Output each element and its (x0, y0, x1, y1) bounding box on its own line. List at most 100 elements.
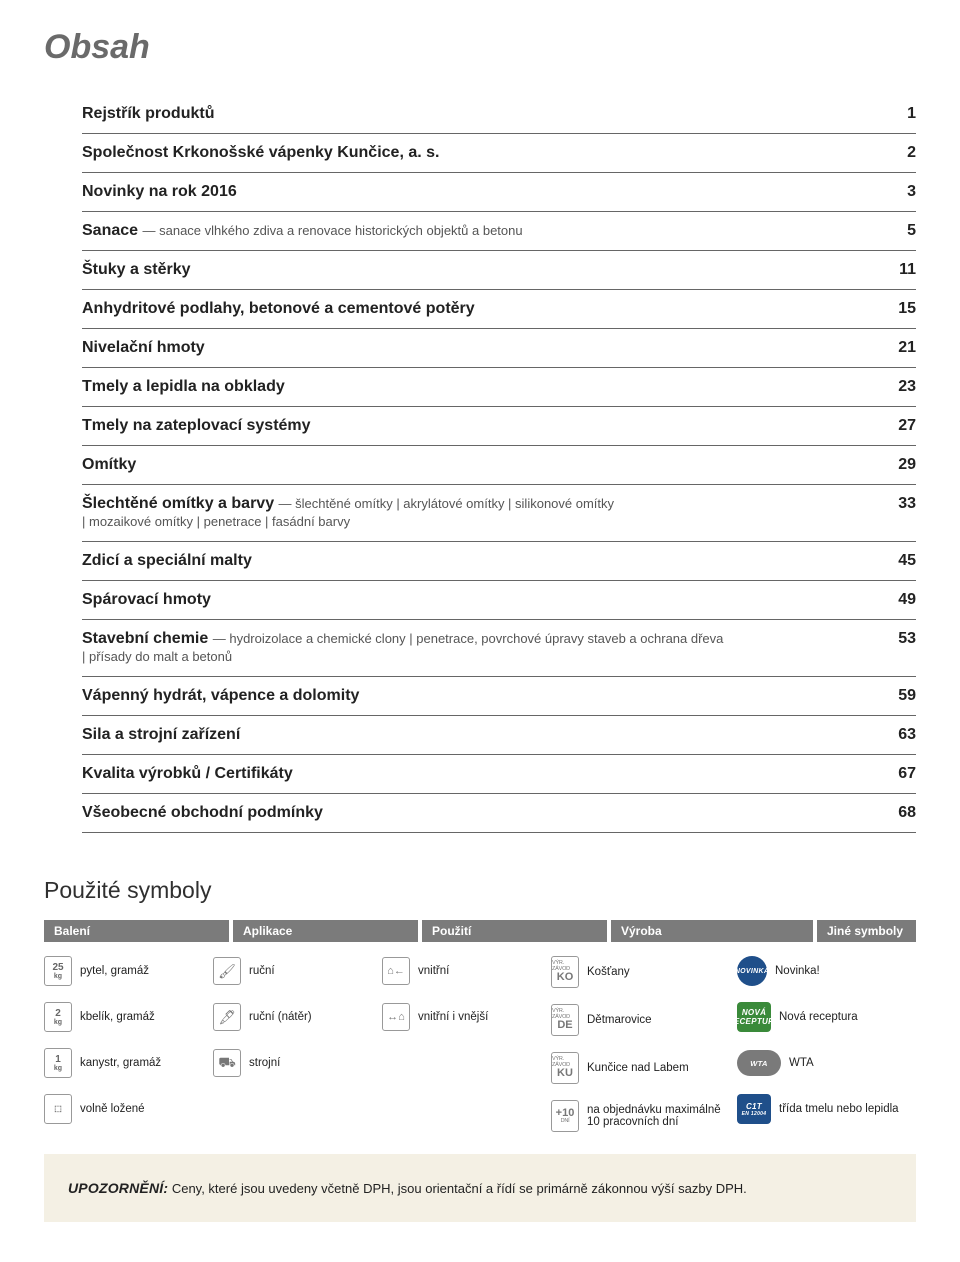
toc-row[interactable]: Kvalita výrobků / Certifikáty67 (82, 755, 916, 794)
toc-page: 3 (887, 183, 916, 201)
toc-row[interactable]: Nivelační hmoty 21 (82, 329, 916, 368)
factory-icon: VÝR. ZÁVODKO (551, 956, 579, 988)
application-icon: 🖌 (213, 957, 241, 985)
sym-head-vyroba: Výroba (611, 920, 813, 942)
toc-page: 29 (878, 456, 916, 474)
sym-cell: 1kg kanystr, gramáž (44, 1048, 209, 1078)
weight-icon: 2kg (44, 1002, 72, 1032)
toc-row[interactable]: Tmely a lepidla na obklady23 (82, 368, 916, 407)
sym-cell: 2kg kbelík, gramáž (44, 1002, 209, 1032)
toc-page: 1 (887, 105, 916, 123)
toc-row[interactable]: Sila a strojní zařízení 63 (82, 716, 916, 755)
weight-icon: ⬚ (44, 1094, 72, 1124)
toc-row[interactable]: Stavební chemie — hydroizolace a chemick… (82, 620, 916, 677)
symbols-heading: Použité symboly (44, 877, 916, 904)
toc-row[interactable]: Šlechtěné omítky a barvy — šlechtěné omí… (82, 485, 916, 542)
toc-page: 49 (878, 591, 916, 609)
toc-label: Zdicí a speciální malty (82, 552, 252, 569)
sym-label: pytel, gramáž (80, 965, 149, 977)
sym-head-aplikace: Aplikace (233, 920, 418, 942)
toc-page: 63 (878, 726, 916, 744)
toc-page: 45 (878, 552, 916, 570)
sym-cell: ↔⌂vnitřní i vnější (382, 1002, 547, 1032)
toc-label: Tmely na zateplovací systémy (82, 417, 311, 434)
toc-page: 21 (878, 339, 916, 357)
badge-icon: C1TEN 12004 (737, 1094, 771, 1124)
badge-icon: NOVINKA (737, 956, 767, 986)
sym-label: vnitřní i vnější (418, 1011, 488, 1023)
sym-cell: VÝR. ZÁVODKO Košťany (551, 956, 733, 988)
symbols-grid: 25kg pytel, gramáž 2kg kbelík, gramáž 1kg kan… (44, 956, 916, 1132)
toc-subtitle: — sanace vlhkého zdiva a renovace histor… (143, 223, 523, 238)
usage-icon: ⌂← (382, 957, 410, 985)
sym-label: ruční (249, 965, 275, 977)
toc-row[interactable]: Novinky na rok 2016 3 (82, 173, 916, 212)
toc-row[interactable]: Rejstřík produktů 1 (82, 95, 916, 134)
sym-label: strojní (249, 1057, 280, 1069)
toc-page: 2 (887, 144, 916, 162)
sym-head-baleni: Balení (44, 920, 229, 942)
sym-label: WTA (789, 1057, 814, 1069)
toc-label: Vápenný hydrát, vápence a dolomity (82, 687, 359, 704)
toc-label: Novinky na rok 2016 (82, 183, 237, 200)
toc-label: Spárovací hmoty (82, 591, 211, 608)
sym-cell: ⬚ volně ložené (44, 1094, 209, 1124)
sym-label: vnitřní (418, 965, 449, 977)
sym-cell: VÝR. ZÁVODDEDětmarovice (551, 1004, 733, 1036)
table-of-contents: Rejstřík produktů 1 Společnost Krkonošské … (44, 95, 916, 833)
toc-row[interactable]: Společnost Krkonošské vápenky Kunčice, a… (82, 134, 916, 173)
toc-row[interactable]: Spárovací hmoty 49 (82, 581, 916, 620)
toc-label: Omítky (82, 456, 136, 473)
warning-text: Ceny, které jsou uvedeny včetně DPH, jso… (172, 1181, 747, 1196)
toc-label: Všeobecné obchodní podmínky (82, 804, 323, 821)
sym-label: na objednávku maximálně 10 pracovních dn… (587, 1104, 733, 1128)
sym-label: kanystr, gramáž (80, 1057, 161, 1069)
sym-cell: ⌂← vnitřní (382, 956, 547, 986)
application-icon: ⛟ (213, 1049, 241, 1077)
toc-label: Nivelační hmoty (82, 339, 205, 356)
sym-cell: WTAWTA (737, 1048, 916, 1078)
sym-cell: 🖌 ruční (213, 956, 378, 986)
toc-row[interactable]: Tmely na zateplovací systémy 27 (82, 407, 916, 446)
toc-row[interactable]: Štuky a stěrky 11 (82, 251, 916, 290)
sym-cell: 🖋ruční (nátěr) (213, 1002, 378, 1032)
toc-page: 15 (878, 300, 916, 318)
application-icon: 🖋 (213, 1003, 241, 1031)
sym-cell: 25kg pytel, gramáž (44, 956, 209, 986)
toc-row[interactable]: Všeobecné obchodní podmínky 68 (82, 794, 916, 833)
toc-page: 68 (878, 804, 916, 822)
toc-page: 53 (878, 630, 916, 648)
toc-label: Stavební chemie (82, 630, 208, 647)
weight-icon: 1kg (44, 1048, 72, 1078)
toc-page: 27 (878, 417, 916, 435)
toc-row[interactable]: Anhydritové podlahy, betonové a cementov… (82, 290, 916, 329)
toc-row[interactable]: Zdicí a speciální malty 45 (82, 542, 916, 581)
page-title: Obsah (44, 28, 916, 67)
factory-icon: +10DNÍ (551, 1100, 579, 1132)
sym-label: Dětmarovice (587, 1014, 652, 1026)
sym-cell: NOVINKANovinka! (737, 956, 916, 986)
sym-label: kbelík, gramáž (80, 1011, 155, 1023)
sym-head-jine: Jiné symboly (817, 920, 916, 942)
toc-label: Sanace (82, 222, 138, 239)
weight-icon: 25kg (44, 956, 72, 986)
warning-box: UPOZORNĚNÍ: Ceny, které jsou uvedeny vče… (44, 1154, 916, 1222)
toc-page: 23 (878, 378, 916, 396)
toc-row[interactable]: Vápenný hydrát, vápence a dolomity59 (82, 677, 916, 716)
toc-label: Rejstřík produktů (82, 105, 214, 122)
toc-page: 5 (887, 222, 916, 240)
sym-cell: C1TEN 12004třída tmelu nebo lepidla (737, 1094, 916, 1124)
toc-page: 67 (878, 765, 916, 783)
sym-label: Košťany (587, 966, 630, 978)
sym-head-pouziti: Použití (422, 920, 607, 942)
toc-page: 11 (879, 261, 916, 279)
toc-label: Štuky a stěrky (82, 261, 191, 278)
factory-icon: VÝR. ZÁVODKU (551, 1052, 579, 1084)
toc-row[interactable]: Sanace — sanace vlhkého zdiva a renovace… (82, 212, 916, 251)
sym-cell: +10DNÍ na objednávku maximálně 10 pracovn… (551, 1100, 733, 1132)
sym-label: volně ložené (80, 1103, 145, 1115)
toc-label: Sila a strojní zařízení (82, 726, 240, 743)
sym-cell: NOVÁ RECEPTURANová receptura (737, 1002, 916, 1032)
sym-cell: ⛟ strojní (213, 1048, 378, 1078)
toc-row[interactable]: Omítky 29 (82, 446, 916, 485)
